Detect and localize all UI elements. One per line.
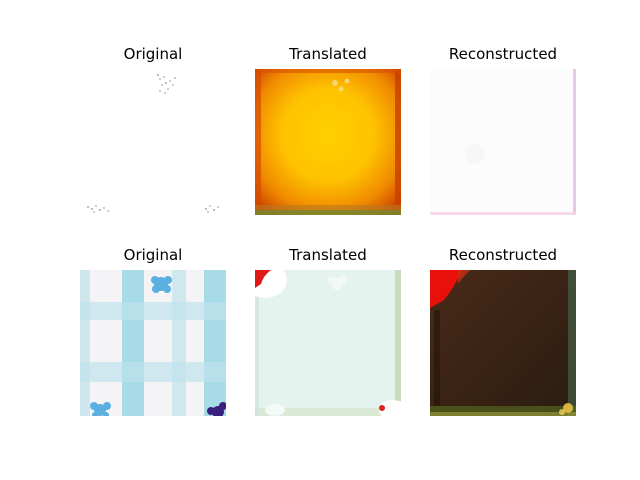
image-r2-reconstructed xyxy=(430,270,576,416)
image-r2-translated xyxy=(255,270,401,416)
panel-title-r1-reconstructed: Reconstructed xyxy=(448,45,558,63)
panel-title-r2-original: Original xyxy=(123,246,183,264)
image-r1-original xyxy=(80,69,226,215)
image-r2-original xyxy=(80,270,226,416)
panel-title-r2-reconstructed: Reconstructed xyxy=(448,246,558,264)
panel-title-r1-original: Original xyxy=(123,45,183,63)
panel-title-r2-translated: Translated xyxy=(289,246,367,264)
panel-title-r1-translated: Translated xyxy=(289,45,367,63)
image-r1-reconstructed xyxy=(430,69,576,215)
image-r1-translated xyxy=(255,69,401,215)
